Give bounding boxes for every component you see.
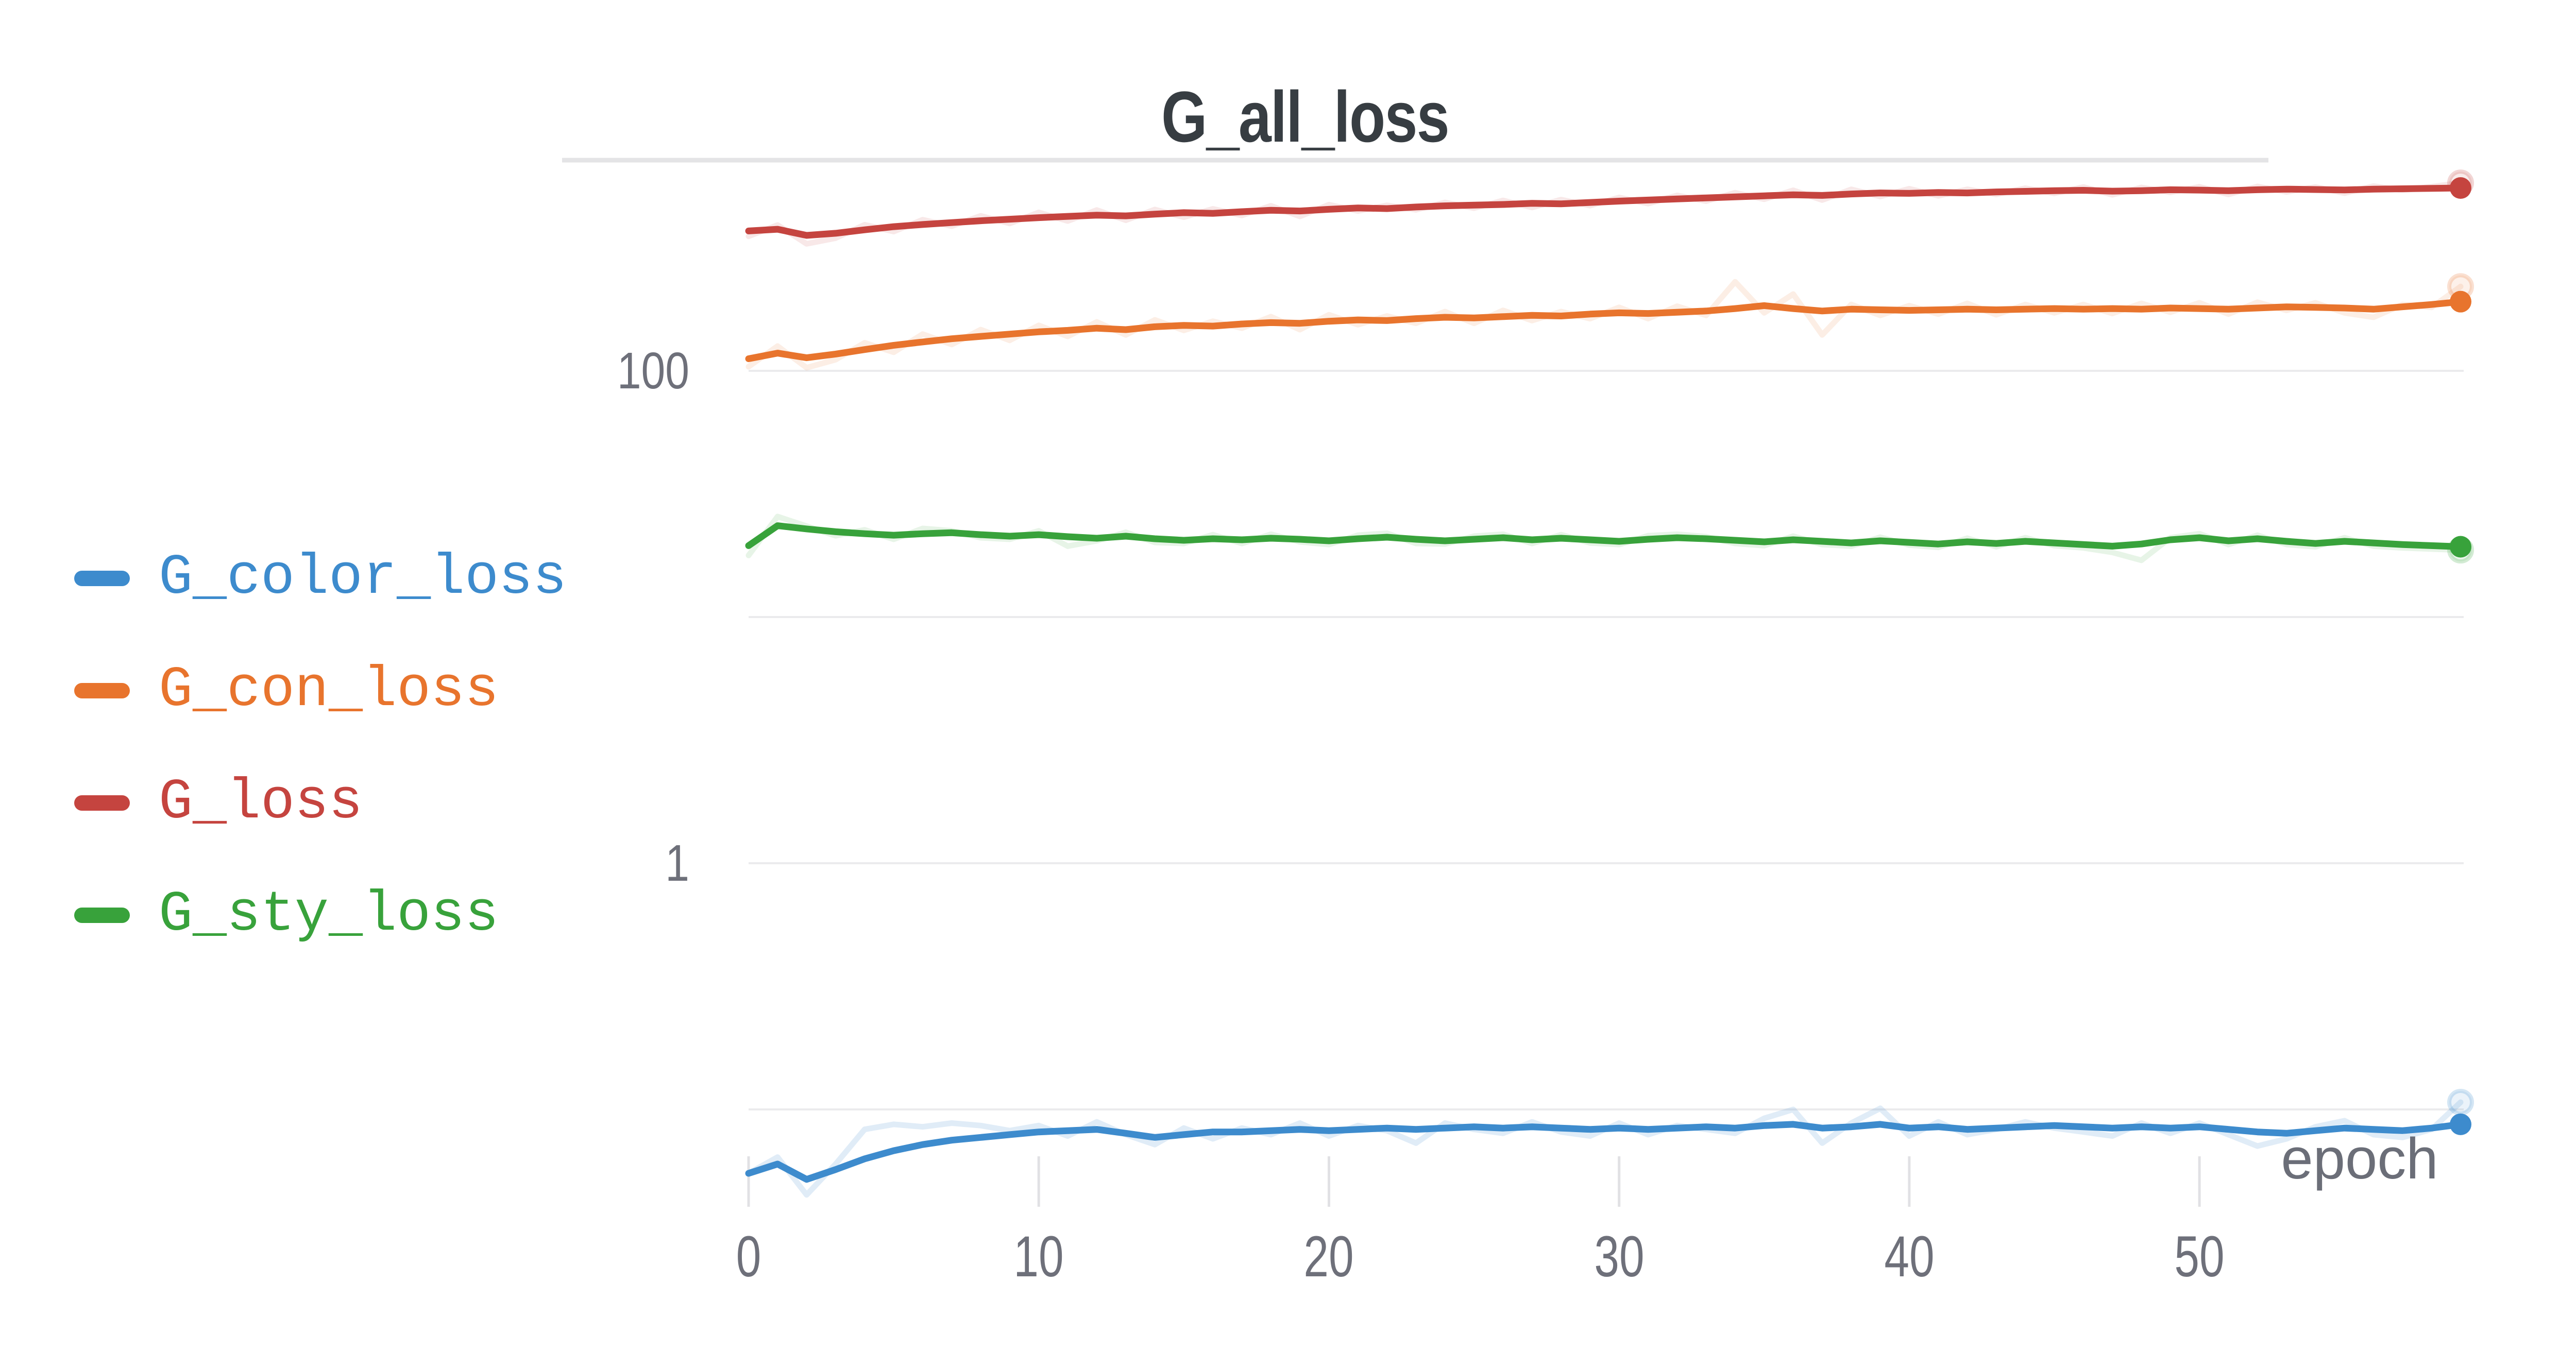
x-tick-label: 50 [2174,1224,2225,1289]
series-raw-line-G_color_loss [745,1099,2464,1198]
legend-swatch-icon [74,683,130,698]
legend-label: G_con_loss [159,658,499,723]
x-axis-title: epoch [2281,1126,2438,1191]
series-endpoint-G_loss [2450,177,2471,199]
legend-swatch-icon [74,908,130,923]
x-tick-label: 40 [1884,1224,1935,1289]
legend-swatch-icon [74,571,130,586]
x-tick-label: 20 [1303,1224,1354,1289]
series-endpoint-G_color_loss [2450,1113,2471,1135]
series-line-G_loss[interactable] [745,184,2464,239]
series-endpoint-G_sty_loss [2450,536,2471,558]
y-tick-label: 1 [665,834,689,892]
x-tick-label: 10 [1013,1224,1064,1289]
y-tick-label: 100 [617,342,689,400]
legend-label: G_loss [159,771,363,835]
chart-title: G_all_loss [1161,76,1450,157]
x-tick-label: 0 [736,1224,761,1289]
series-line-G_color_loss[interactable] [745,1121,2464,1183]
legend-label: G_sty_loss [159,883,499,947]
series-raw-endpoint-G_color_loss [2447,1088,2474,1116]
series-raw-line-G_con_loss [745,279,2464,371]
legend-label: G_color_loss [159,546,567,610]
series-line-G_sty_loss[interactable] [745,522,2464,550]
series-line-G_con_loss[interactable] [745,298,2464,362]
x-tick-label: 30 [1594,1224,1645,1289]
series-endpoint-G_con_loss [2450,290,2471,313]
legend-swatch-icon [74,795,130,811]
